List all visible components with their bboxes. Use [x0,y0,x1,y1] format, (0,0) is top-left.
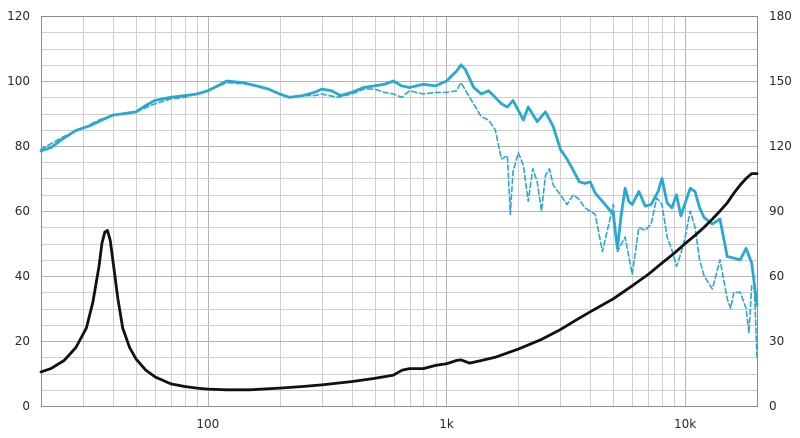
y-left-tick-label: 40 [15,269,30,283]
series-impedance-line [39,172,759,392]
y-right-tick-label: 90 [769,204,784,218]
y-right-tick-label: 30 [769,334,784,348]
y-right-tick-label: 0 [769,399,777,413]
y-right-tick-label: 60 [769,269,784,283]
y-left-tick-label: 100 [7,74,30,88]
y-left-tick-label: 0 [22,399,30,413]
series-group [39,63,759,392]
x-axis-ticks: 100 1k 10k [196,417,696,431]
x-tick-label: 1k [439,417,454,431]
y-axis-left-ticks: 0 20 40 60 80 100 120 [7,9,30,413]
y-right-tick-label: 180 [769,9,792,23]
x-tick-label: 100 [196,417,219,431]
plot-frame [41,16,758,407]
y-right-tick-label: 150 [769,74,792,88]
x-tick-label: 10k [674,417,696,431]
y-right-tick-label: 120 [769,139,792,153]
y-axis-right-ticks: 0 30 60 90 120 150 180 [769,9,792,413]
y-left-tick-label: 120 [7,9,30,23]
grid [41,16,757,406]
y-left-tick-label: 60 [15,204,30,218]
y-left-tick-label: 80 [15,139,30,153]
y-left-tick-label: 20 [15,334,30,348]
series-response-line [39,63,759,307]
